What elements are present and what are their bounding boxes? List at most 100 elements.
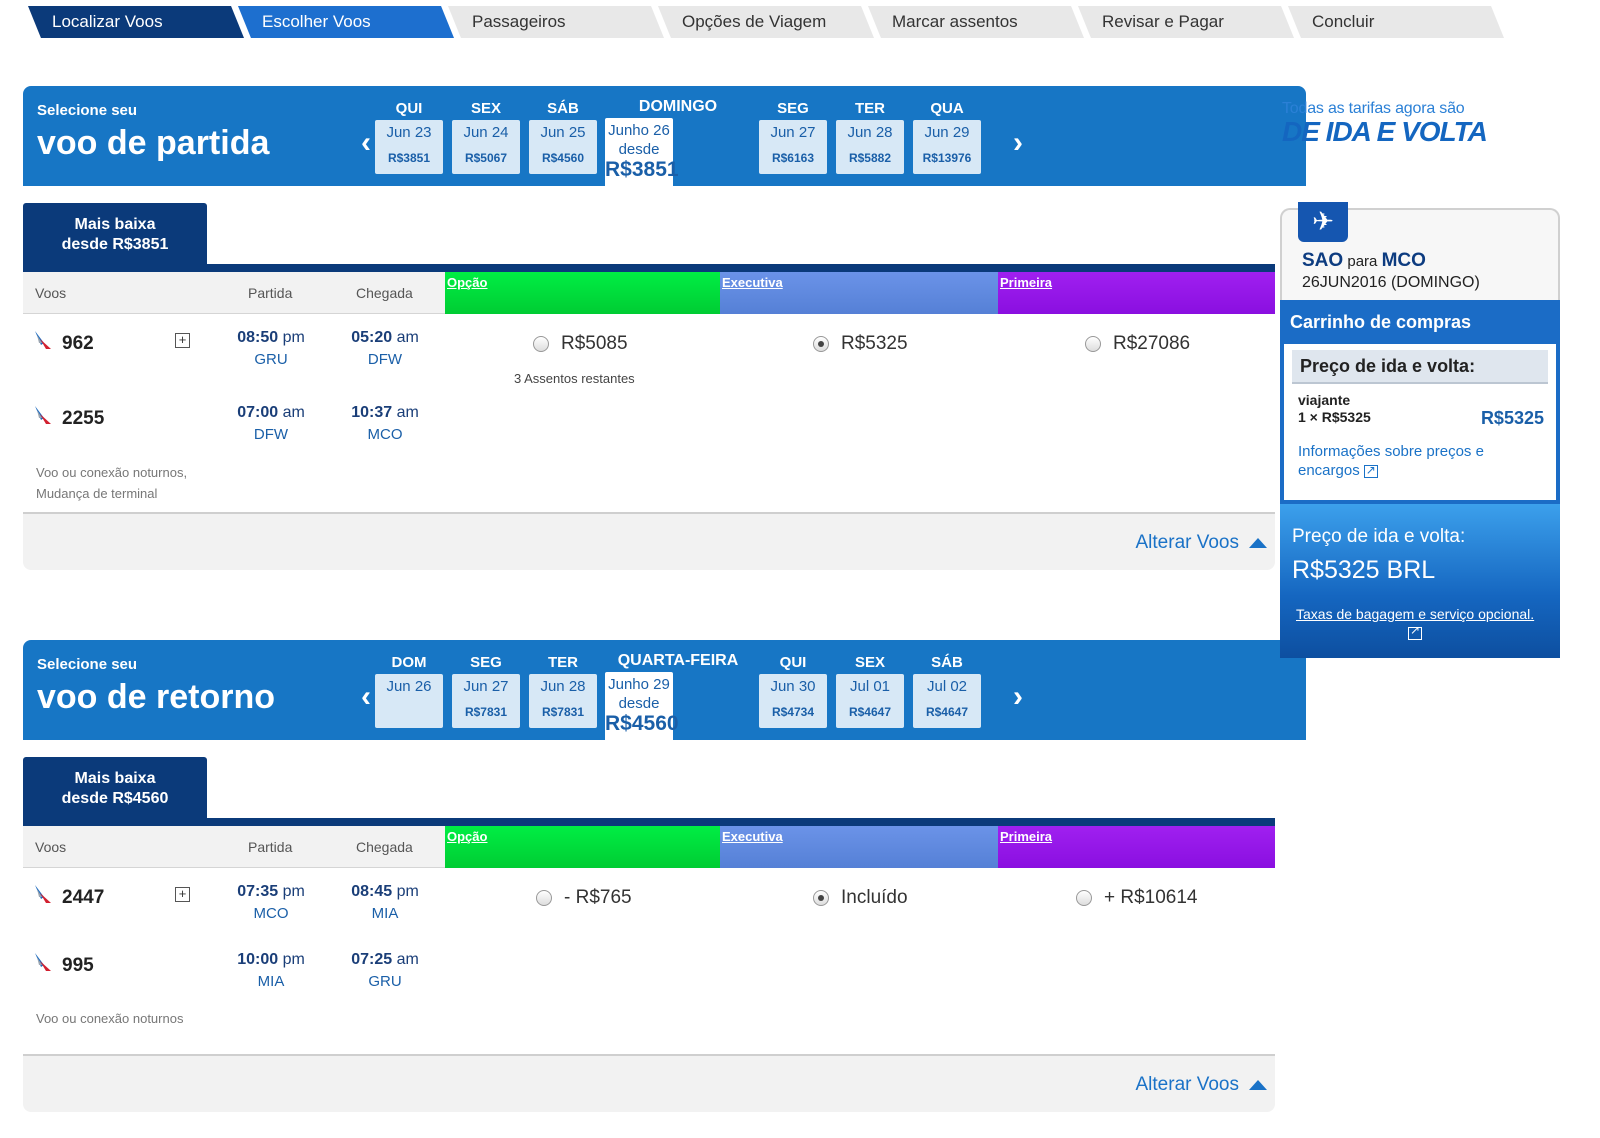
external-link-icon <box>1408 623 1422 640</box>
fare-class-link[interactable]: Executiva <box>722 829 783 844</box>
section-kicker: Selecione seu <box>37 102 138 119</box>
col-arrival: Chegada <box>356 839 413 855</box>
date-option[interactable]: QUI Jun 30 R$4734 <box>759 654 827 728</box>
date-option[interactable]: SÁB Jul 02 R$4647 <box>913 654 981 728</box>
step-seats[interactable]: Marcar assentos <box>868 6 1084 38</box>
flight-number: 2447 <box>62 887 105 908</box>
fare-col-economy: Opção <box>445 826 720 868</box>
fare-price: R$5085 <box>561 333 628 354</box>
radio-button-selected[interactable] <box>813 890 829 906</box>
departure-airport: DFW <box>253 426 289 443</box>
date-price: R$5067 <box>464 151 508 165</box>
arrival-time: 05:20 am DFW <box>325 329 445 368</box>
fare-option-business[interactable]: Incluído <box>813 887 908 909</box>
date-option[interactable]: SÁB Jun 25 R$4560 <box>529 100 597 174</box>
step-travel-options[interactable]: Opções de Viagem <box>658 6 874 38</box>
round-trip-promo: Todas as tarifas agora são DE IDA E VOLT… <box>1282 100 1532 146</box>
fare-col-business: Executiva <box>720 272 998 314</box>
col-flights: Voos <box>35 285 67 301</box>
tab-strip <box>23 264 1275 272</box>
change-flights-link[interactable]: Alterar Voos <box>1136 532 1267 554</box>
date-label: Jun 27 <box>463 678 509 695</box>
radio-button[interactable] <box>536 890 552 906</box>
cart-total: Preço de ida e volta: R$5325 BRL Taxas d… <box>1280 504 1560 658</box>
date-option[interactable]: QUA Jun 29 R$13976 <box>913 100 981 174</box>
date-label: Jun 25 <box>540 124 586 141</box>
fare-price: Incluído <box>841 887 908 908</box>
date-price: R$6163 <box>771 151 815 165</box>
fare-class-link[interactable]: Opção <box>447 829 488 844</box>
step-complete[interactable]: Concluir <box>1288 6 1504 38</box>
note-line: Voo ou conexão noturnos <box>36 1011 184 1026</box>
fare-option-business[interactable]: R$5325 <box>813 333 908 355</box>
fare-class-link[interactable]: Opção <box>447 275 488 290</box>
date-price-prefix: desde <box>618 695 660 712</box>
prev-dates-arrow-icon[interactable]: ‹ <box>361 126 371 159</box>
lowest-fare-tab[interactable]: Mais baixa desde R$3851 <box>23 203 207 265</box>
date-label: Jun 29 <box>924 124 970 141</box>
fare-class-link[interactable]: Primeira <box>1000 275 1053 290</box>
fare-class-link[interactable]: Executiva <box>722 275 783 290</box>
date-price: R$3851 <box>605 158 679 181</box>
next-dates-arrow-icon[interactable]: › <box>1013 126 1023 159</box>
lowest-fare-line1: Mais baixa <box>74 216 156 233</box>
traveler-line: viajante 1 × R$5325 <box>1298 392 1371 426</box>
section-kicker: Selecione seu <box>37 656 138 673</box>
pricing-info-link[interactable]: Informações sobre preços e encargos <box>1298 442 1528 480</box>
date-option[interactable]: SEX Jul 01 R$4647 <box>836 654 904 728</box>
expand-details-icon[interactable]: + <box>175 333 190 348</box>
expand-details-icon[interactable]: + <box>175 887 190 902</box>
baggage-fees-link[interactable]: Taxas de bagagem e serviço opcional. <box>1296 606 1534 640</box>
date-option[interactable]: TER Jun 28 R$5882 <box>836 100 904 174</box>
step-label: Escolher Voos <box>262 12 371 31</box>
prev-dates-arrow-icon[interactable]: ‹ <box>361 680 371 713</box>
radio-button-selected[interactable] <box>813 336 829 352</box>
radio-button[interactable] <box>1085 336 1101 352</box>
destination-code: MCO <box>1381 250 1426 271</box>
col-departure: Partida <box>248 285 293 301</box>
date-option[interactable]: SEG Jun 27 R$7831 <box>452 654 520 728</box>
fare-option-first[interactable]: R$27086 <box>1085 333 1190 355</box>
outbound-header: Selecione seu voo de partida ‹ QUI Jun 2… <box>23 86 1306 194</box>
shopping-cart: ✈ SAO para MCO 26JUN2016 (DOMINGO) Carri… <box>1280 202 1560 658</box>
step-choose-flights[interactable]: Escolher Voos <box>238 6 454 38</box>
date-dow: QUA <box>930 100 964 117</box>
date-option[interactable]: SEG Jun 27 R$6163 <box>759 100 827 174</box>
radio-button[interactable] <box>533 336 549 352</box>
radio-button[interactable] <box>1076 890 1092 906</box>
flight-number: 995 <box>62 955 94 976</box>
cart-title: Carrinho de compras <box>1280 300 1560 344</box>
step-find-flights[interactable]: Localizar Voos <box>28 6 244 38</box>
next-dates-arrow-icon[interactable]: › <box>1013 680 1023 713</box>
date-option[interactable]: QUI Jun 23 R$3851 <box>375 100 443 174</box>
promo-line1: Todas as tarifas agora são <box>1282 100 1465 117</box>
return-footer: Alterar Voos <box>23 1054 1275 1112</box>
fare-option-economy[interactable]: R$5085 <box>533 333 628 355</box>
lowest-fare-tab[interactable]: Mais baixa desde R$4560 <box>23 757 207 819</box>
flight-segment: 2255 07:00 am DFW 10:37 am MCO <box>23 404 1275 464</box>
fare-option-economy[interactable]: - R$765 <box>536 887 632 909</box>
step-review-pay[interactable]: Revisar e Pagar <box>1078 6 1294 38</box>
change-flights-link[interactable]: Alterar Voos <box>1136 1074 1267 1096</box>
date-option[interactable]: SEX Jun 24 R$5067 <box>452 100 520 174</box>
date-dow: DOM <box>391 654 427 671</box>
col-arrival: Chegada <box>356 285 413 301</box>
col-departure: Partida <box>248 839 293 855</box>
departure-airport: MCO <box>253 905 289 922</box>
fare-price: - R$765 <box>564 887 632 908</box>
arrival-time: 07:25 am GRU <box>325 951 445 990</box>
departure-airport: GRU <box>254 351 288 368</box>
fare-class-link[interactable]: Primeira <box>1000 829 1053 844</box>
fare-col-business: Executiva <box>720 826 998 868</box>
date-option-selected[interactable]: DOMINGO Junho 26 desde R$3851 <box>605 98 751 194</box>
date-option[interactable]: DOM Jun 26 <box>375 654 443 728</box>
step-passengers[interactable]: Passageiros <box>448 6 664 38</box>
date-dow: SEG <box>470 654 502 671</box>
fare-option-first[interactable]: + R$10614 <box>1076 887 1198 909</box>
date-dow: DOMINGO <box>638 98 718 115</box>
total-label: Preço de ida e volta: <box>1292 526 1466 547</box>
date-dow: SEG <box>777 100 809 117</box>
date-option-selected[interactable]: QUARTA-FEIRA Junho 29 desde R$4560 <box>605 652 751 748</box>
date-option[interactable]: TER Jun 28 R$7831 <box>529 654 597 728</box>
external-link-icon <box>1363 461 1378 480</box>
